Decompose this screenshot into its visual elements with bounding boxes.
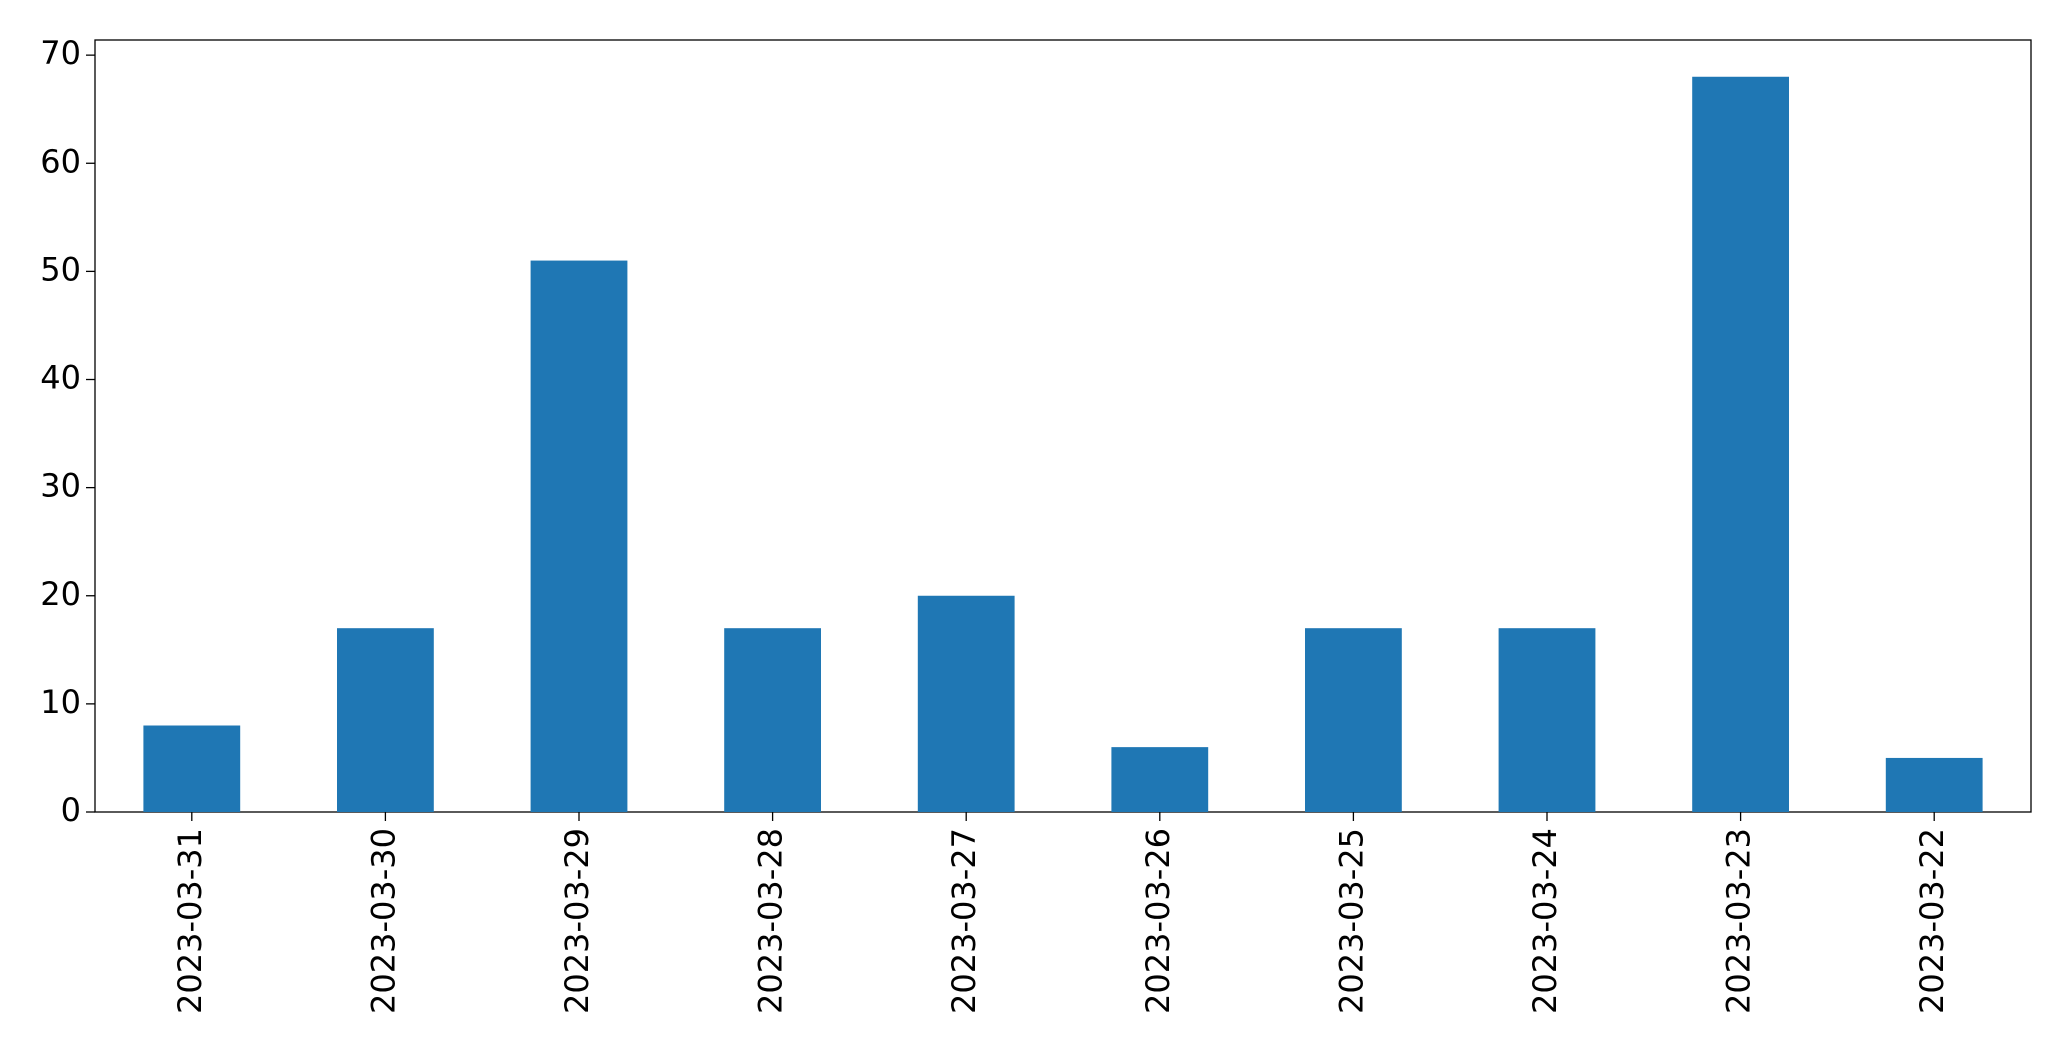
y-tick-label: 60 <box>40 142 81 180</box>
bar <box>1885 757 1983 812</box>
bar <box>1111 747 1209 812</box>
y-tick-label: 50 <box>40 250 81 288</box>
y-tick-label: 0 <box>61 791 81 829</box>
bar <box>337 628 434 812</box>
bar <box>917 595 1015 812</box>
x-tick-label: 2023-03-30 <box>364 828 402 1014</box>
y-tick-label: 30 <box>40 467 81 505</box>
x-tick-label: 2023-03-29 <box>558 828 596 1014</box>
plot-frame <box>94 39 2032 813</box>
x-tick-label: 2023-03-26 <box>1139 828 1177 1014</box>
x-tick-label: 2023-03-31 <box>171 828 209 1014</box>
y-tick-label: 70 <box>40 34 81 72</box>
bar <box>724 628 821 812</box>
bar <box>143 725 241 812</box>
x-tick-label: 2023-03-25 <box>1332 828 1370 1014</box>
y-tick-label: 10 <box>40 683 81 721</box>
bar <box>1498 628 1596 812</box>
x-tick-label: 2023-03-28 <box>752 828 790 1014</box>
x-tick-label: 2023-03-24 <box>1526 828 1564 1014</box>
bar <box>530 260 628 813</box>
x-tick-label: 2023-03-27 <box>945 828 983 1014</box>
x-tick-label: 2023-03-23 <box>1720 828 1758 1014</box>
y-tick-label: 40 <box>40 359 81 397</box>
bar <box>1692 76 1789 812</box>
x-tick-label: 2023-03-22 <box>1913 828 1951 1014</box>
y-tick-label: 20 <box>40 575 81 613</box>
bar <box>1305 628 1402 812</box>
